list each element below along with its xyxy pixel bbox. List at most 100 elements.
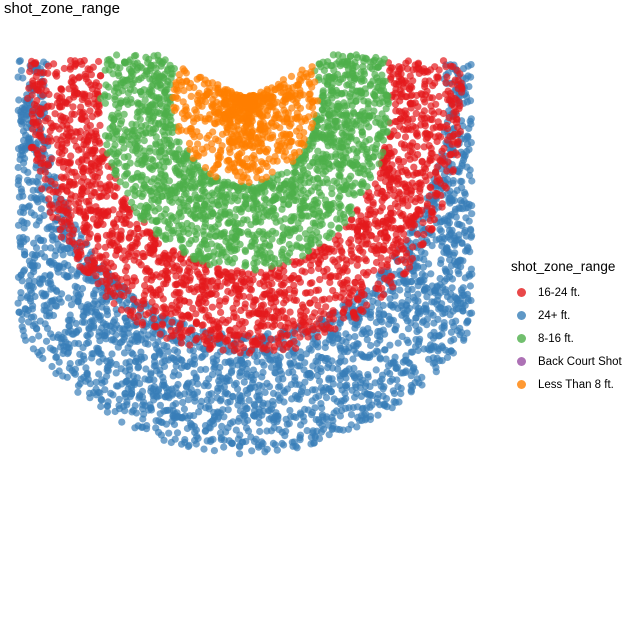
data-point — [59, 251, 67, 259]
data-point — [156, 410, 164, 418]
data-point — [301, 289, 310, 297]
data-point — [464, 72, 472, 80]
data-point — [96, 252, 104, 260]
data-point — [419, 240, 427, 248]
data-point — [128, 336, 136, 344]
data-point — [385, 320, 393, 328]
data-point — [52, 188, 60, 196]
data-point — [240, 344, 248, 352]
data-point — [14, 221, 23, 229]
data-point — [447, 328, 455, 336]
data-point — [82, 364, 90, 372]
data-point — [103, 192, 111, 200]
data-point — [113, 184, 121, 192]
data-point — [114, 382, 122, 390]
data-point — [461, 190, 469, 198]
data-point — [438, 342, 446, 350]
data-point — [255, 396, 263, 404]
data-point — [286, 339, 294, 348]
data-point — [369, 297, 377, 305]
data-point — [442, 184, 450, 192]
data-point — [348, 250, 356, 258]
data-point — [21, 146, 29, 154]
data-point — [229, 362, 237, 370]
data-point — [23, 124, 31, 132]
data-point — [265, 383, 274, 391]
data-point — [17, 67, 25, 75]
data-point — [146, 241, 154, 249]
data-point — [282, 314, 291, 322]
data-point — [397, 384, 405, 392]
data-point — [102, 184, 110, 192]
data-point — [97, 350, 105, 358]
data-point — [425, 192, 433, 200]
data-point — [175, 371, 183, 379]
data-point — [60, 64, 68, 73]
data-point — [103, 311, 112, 319]
data-point — [66, 116, 74, 124]
data-point — [313, 372, 322, 380]
data-point — [410, 221, 418, 229]
data-point — [444, 305, 452, 313]
data-point — [317, 384, 325, 392]
data-point — [370, 266, 378, 275]
data-point — [446, 311, 454, 319]
data-point — [140, 300, 148, 308]
data-point — [453, 186, 461, 194]
data-point — [76, 380, 84, 388]
data-point — [103, 408, 111, 416]
data-point — [162, 420, 170, 428]
data-point — [377, 220, 385, 228]
data-point — [371, 220, 379, 228]
data-point — [412, 109, 420, 117]
data-point — [27, 209, 35, 217]
data-point — [203, 437, 211, 445]
data-point — [137, 261, 145, 269]
data-point — [394, 174, 402, 182]
data-point — [76, 133, 84, 141]
data-point — [236, 443, 244, 451]
data-point — [220, 436, 228, 444]
data-point — [214, 387, 222, 395]
data-point — [396, 286, 404, 294]
data-point — [75, 73, 83, 81]
data-point — [161, 249, 169, 257]
data-point — [96, 218, 104, 226]
data-point — [427, 270, 435, 278]
data-point — [336, 319, 344, 327]
data-point — [437, 157, 445, 165]
data-point — [192, 336, 200, 344]
data-point — [244, 332, 252, 340]
data-point — [401, 133, 410, 141]
data-point — [15, 96, 23, 104]
data-point — [180, 405, 188, 413]
data-point — [49, 236, 57, 244]
data-point — [176, 320, 184, 328]
data-point — [397, 75, 406, 84]
data-point — [28, 335, 36, 343]
data-point — [98, 277, 106, 285]
data-point — [71, 370, 79, 378]
data-point — [39, 354, 47, 363]
data-point — [414, 103, 422, 111]
data-point — [117, 365, 125, 373]
data-point — [199, 321, 207, 329]
data-point — [278, 439, 286, 448]
data-point — [60, 157, 68, 165]
data-point — [172, 272, 180, 280]
data-point — [185, 388, 193, 396]
data-point — [394, 339, 402, 347]
data-point — [418, 224, 426, 232]
data-point — [447, 337, 455, 345]
data-point — [41, 175, 49, 183]
data-point — [173, 262, 181, 270]
data-point — [373, 398, 381, 406]
data-point — [468, 177, 476, 185]
series-8-16-ft- — [97, 51, 392, 274]
data-point — [14, 273, 23, 281]
data-point — [121, 256, 129, 264]
data-point — [156, 330, 164, 338]
data-point — [197, 304, 205, 313]
data-point — [329, 307, 337, 315]
data-point — [108, 272, 116, 280]
